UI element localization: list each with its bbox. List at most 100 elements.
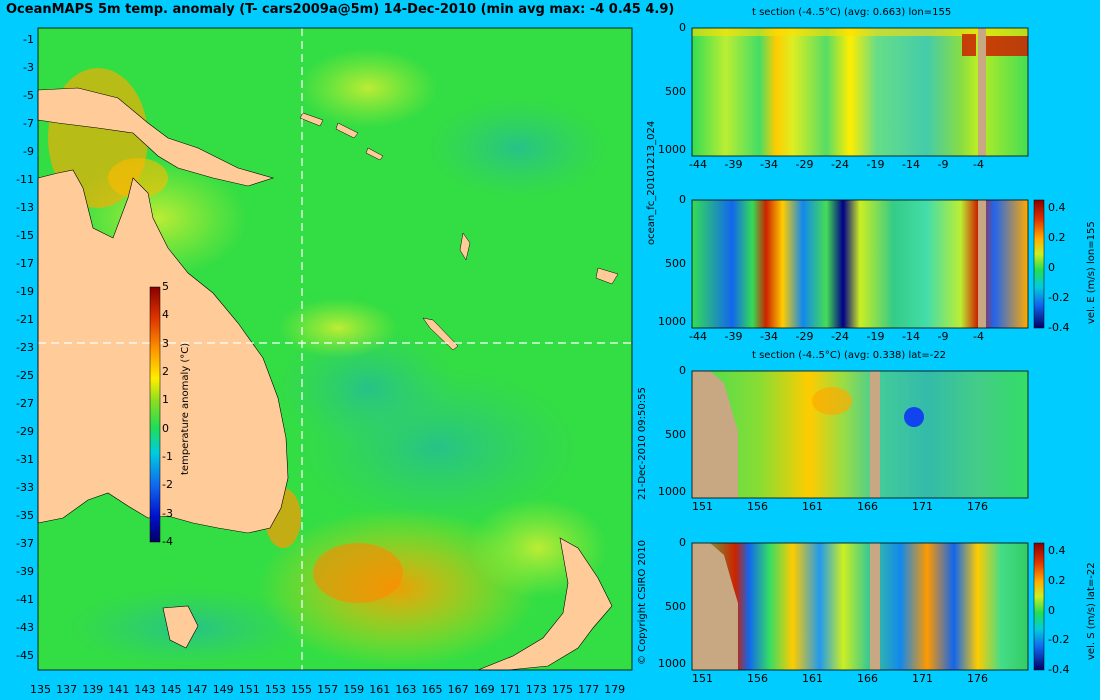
section-y-tick: 500: [665, 427, 686, 441]
land-australia: [37, 169, 289, 534]
t-section-lat-title: t section (-4..5°C) (avg: 0.338) lat=-22: [752, 350, 947, 361]
map-x-tick: 177: [578, 683, 600, 696]
section-x-tick: -4: [973, 158, 984, 171]
vel-colorbar-tick: 0: [1048, 261, 1055, 274]
section-x-tick: -14: [902, 330, 920, 343]
map-y-tick: -23: [16, 341, 34, 354]
vel-e-lon-panel: [691, 199, 1029, 329]
map-y-tick: -31: [16, 453, 34, 466]
map-x-tick: 173: [525, 683, 547, 696]
section-x-tick: 166: [857, 672, 878, 685]
vel-colorbar-tick: 0.4: [1048, 201, 1066, 214]
map-colorbar-tick: 5: [162, 280, 169, 293]
section-y-tick: 0: [679, 536, 686, 549]
vel-colorbar-tick: 0.2: [1048, 231, 1066, 244]
map-y-tick: -1: [23, 33, 34, 46]
map-x-tick: 169: [473, 683, 495, 696]
map-x-tick: 151: [238, 683, 260, 696]
section-x-tick: -19: [866, 330, 885, 343]
section-y-tick: 1000: [658, 656, 686, 670]
section-x-tick: -44: [689, 330, 707, 343]
map-x-tick: 163: [395, 683, 417, 696]
section-x-tick: -29: [795, 330, 814, 343]
section-x-tick: 156: [747, 500, 768, 513]
section-x-tick: -9: [937, 330, 949, 343]
vel-e-colorbar-label: vel. E (m/s) lon=155: [1086, 221, 1097, 324]
section-x-tick: -24: [831, 330, 849, 343]
map-x-tick: 157: [317, 683, 339, 696]
section-y-tick: 500: [665, 257, 686, 270]
section-y-tick: 500: [665, 85, 686, 98]
t-section-lon-title: t section (-4..5°C) (avg: 0.663) lon=155: [752, 7, 952, 18]
map-x-tick: 135: [30, 683, 51, 696]
map-x-tick: 171: [499, 683, 521, 696]
vel-colorbar-tick: -0.2: [1048, 291, 1070, 304]
section-x-tick: 171: [912, 500, 933, 513]
map-x-tick: 175: [552, 683, 573, 696]
map-y-tick: -21: [16, 313, 34, 326]
map-y-tick: -11: [16, 173, 34, 186]
map-x-tick: 143: [134, 683, 156, 696]
map-y-tick: -25: [16, 369, 34, 382]
main-title: OceanMAPS 5m temp. anomaly (T- cars2009a…: [6, 2, 675, 17]
section-x-tick: 161: [802, 500, 823, 513]
section-x-tick: -9: [937, 158, 949, 171]
land-vanuatu: [459, 232, 471, 261]
map-x-tick: 145: [160, 683, 182, 696]
section-y-tick: 1000: [658, 484, 686, 498]
t-section-lat-panel: [691, 370, 1029, 499]
section-x-tick: -39: [724, 330, 743, 343]
map-y-tick: -15: [16, 229, 34, 242]
section-x-tick: -19: [866, 158, 885, 171]
map-y-tick: -17: [16, 257, 34, 270]
land-fiji: [595, 267, 619, 285]
map-y-tick: -9: [23, 145, 34, 158]
map-colorbar: [149, 286, 161, 543]
vel-colorbar-tick: 0.2: [1048, 573, 1066, 587]
map-x-tick: 165: [421, 683, 443, 696]
t-section-lon-panel: [691, 27, 1029, 157]
section-y-tick: 500: [665, 599, 686, 613]
land-new-caledonia: [422, 317, 459, 351]
copyright-label: © Copyright CSIRO 2010: [637, 540, 648, 665]
section-x-tick: 156: [747, 672, 768, 685]
map-colorbar-tick: 3: [162, 336, 169, 350]
map-y-tick: -19: [16, 285, 34, 298]
map-x-tick: 167: [447, 683, 469, 696]
map-colorbar-tick: 0: [162, 421, 169, 435]
forecast-id-label: ocean_fc_20101213_024: [646, 120, 657, 245]
map-colorbar-tick: -4: [162, 535, 173, 548]
map-colorbar-tick: -3: [162, 506, 173, 520]
map-y-tick: -13: [16, 201, 34, 214]
section-x-tick: 176: [967, 500, 988, 513]
section-x-tick: 176: [967, 672, 988, 685]
vel-s-lat-panel: [691, 542, 1029, 671]
section-y-tick: 1000: [658, 314, 686, 328]
map-y-tick: -43: [16, 621, 34, 634]
map-y-tick: -39: [16, 565, 34, 578]
map-y-tick: -7: [23, 117, 34, 130]
section-x-tick: -44: [689, 158, 707, 171]
map-x-tick: 161: [369, 683, 391, 696]
vel-colorbar-tick: 0: [1048, 603, 1055, 617]
vel-e-colorbar: [1033, 199, 1045, 329]
map-y-tick: -41: [16, 593, 34, 606]
land-new-zealand: [477, 537, 613, 671]
land-tasmania: [162, 605, 199, 649]
map-x-tick: 137: [56, 683, 78, 696]
land-new-guinea: [37, 87, 275, 187]
map-y-tick: -37: [16, 537, 34, 550]
map-colorbar-tick: 1: [162, 393, 169, 407]
map-x-tick: 159: [343, 683, 365, 696]
section-x-tick: -29: [795, 158, 814, 171]
map-colorbar-tick: 2: [162, 365, 169, 378]
section-x-tick: -4: [973, 330, 984, 343]
vel-colorbar-tick: -0.2: [1048, 633, 1070, 647]
map-x-tick: 139: [82, 683, 104, 696]
map-y-tick: -27: [16, 397, 34, 410]
section-x-tick: 161: [802, 672, 823, 685]
vel-s-colorbar: [1033, 542, 1045, 671]
map-x-tick: 141: [108, 683, 130, 696]
land-solomon-islands: [299, 112, 384, 161]
vel-colorbar-tick: -0.4: [1048, 663, 1070, 676]
